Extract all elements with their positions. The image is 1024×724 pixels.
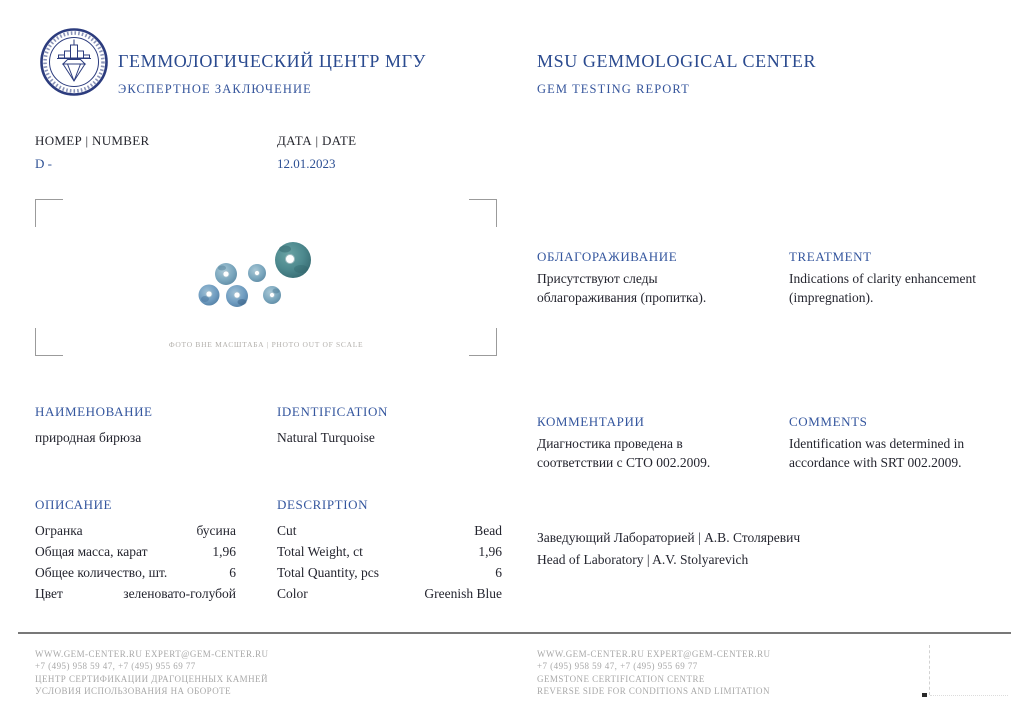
identification-heading-ru: НАИМЕНОВАНИЕ — [35, 404, 153, 419]
signature-line-ru: Заведующий Лабораторией | А.В. Столяреви… — [537, 530, 801, 545]
print-registration-mark-dot — [922, 693, 927, 697]
print-registration-mark-horizontal — [930, 695, 1008, 696]
row-value: Bead — [474, 523, 502, 538]
row-label: Огранка — [35, 523, 83, 538]
table-row: Общая масса, карат 1,96 — [35, 541, 236, 562]
footer-line: ЦЕНТР СЕРТИФИКАЦИИ ДРАГОЦЕННЫХ КАМНЕЙ — [35, 673, 268, 684]
treatment-text-ru: Присутствуют следы облагораживания (проп… — [537, 271, 707, 305]
msu-building-glyph — [57, 39, 91, 59]
row-value: 1,96 — [212, 544, 236, 559]
table-row: Цвет зеленовато-голубой — [35, 583, 236, 604]
row-label: Цвет — [35, 586, 63, 601]
footer-line: GEMSTONE CERTIFICATION CENTRE — [537, 673, 705, 684]
org-title-en: MSU GEMMOLOGICAL CENTER — [537, 51, 817, 71]
crop-mark-top-right — [469, 199, 497, 227]
crop-mark-bottom-left — [35, 328, 63, 356]
crop-mark-bottom-right — [469, 328, 497, 356]
table-row: Total Weight, ct 1,96 — [277, 541, 502, 562]
report-subtitle-en: GEM TESTING REPORT — [537, 82, 690, 96]
specimen-photo-frame: ФОТО ВНЕ МАСШТАБА | PHOTO OUT OF SCALE — [35, 199, 497, 356]
description-table-ru: Огранка бусина Общая масса, карат 1,96 О… — [35, 520, 236, 604]
org-title-ru: ГЕММОЛОГИЧЕСКИЙ ЦЕНТР МГУ — [118, 51, 426, 71]
identification-heading-en: IDENTIFICATION — [277, 404, 388, 419]
row-label: Cut — [277, 523, 297, 538]
footer-divider — [18, 632, 1011, 634]
table-row: Cut Bead — [277, 520, 502, 541]
row-value: 6 — [229, 565, 236, 580]
footer-contact-right: WWW.GEM-CENTER.RU EXPERT@GEM-CENTER.RU +… — [537, 648, 771, 698]
footer-line: УСЛОВИЯ ИСПОЛЬЗОВАНИЯ НА ОБОРОТЕ — [35, 686, 232, 697]
row-label: Общая масса, карат — [35, 544, 148, 559]
number-value: D - — [35, 156, 52, 171]
comments-heading-ru: КОММЕНТАРИИ — [537, 414, 645, 429]
footer-line: +7 (495) 958 59 47, +7 (495) 955 69 77 — [35, 661, 196, 672]
table-row: Огранка бусина — [35, 520, 236, 541]
table-row: Total Quantity, pcs 6 — [277, 562, 502, 583]
seal-icon — [40, 28, 108, 96]
row-label: Color — [277, 586, 308, 601]
footer-line: WWW.GEM-CENTER.RU EXPERT@GEM-CENTER.RU — [537, 649, 771, 659]
description-heading-en: DESCRIPTION — [277, 497, 369, 512]
comments-text-ru: Диагностика проведена в соответствии с С… — [537, 436, 711, 470]
msu-gem-center-seal-logo — [39, 26, 109, 98]
treatment-text-en: Indications of clarity enhancement (impr… — [789, 271, 977, 305]
table-row: Общее количество, шт. 6 — [35, 562, 236, 583]
description-heading-ru: ОПИСАНИЕ — [35, 497, 113, 512]
print-registration-mark-vertical — [929, 645, 930, 695]
footer-contact-left: WWW.GEM-CENTER.RU EXPERT@GEM-CENTER.RU +… — [35, 648, 269, 698]
diamond-glyph — [61, 59, 87, 82]
row-label: Total Weight, ct — [277, 544, 363, 559]
table-row: Color Greenish Blue — [277, 583, 502, 604]
comments-text-en: Identification was determined in accorda… — [789, 436, 965, 470]
treatment-heading-ru: ОБЛАГОРАЖИВАНИЕ — [537, 249, 678, 264]
row-value: Greenish Blue — [424, 586, 502, 601]
row-value: бусина — [196, 523, 236, 538]
identification-value-ru: природная бирюза — [35, 430, 142, 445]
row-label: Total Quantity, pcs — [277, 565, 380, 580]
signature-line-en: Head of Laboratory | A.V. Stolyarevich — [537, 552, 749, 567]
identification-value-en: Natural Turquoise — [277, 430, 375, 445]
comments-heading-en: COMMENTS — [789, 414, 868, 429]
description-table-en: Cut Bead Total Weight, ct 1,96 Total Qua… — [277, 520, 502, 604]
report-subtitle-ru: ЭКСПЕРТНОЕ ЗАКЛЮЧЕНИЕ — [118, 82, 312, 96]
row-label: Общее количество, шт. — [35, 565, 168, 580]
row-value: зеленовато-голубой — [123, 586, 236, 601]
date-value: 12.01.2023 — [277, 156, 336, 171]
footer-line: WWW.GEM-CENTER.RU EXPERT@GEM-CENTER.RU — [35, 649, 269, 659]
treatment-heading-en: TREATMENT — [789, 249, 872, 264]
photo-caption: ФОТО ВНЕ МАСШТАБА | PHOTO OUT OF SCALE — [168, 340, 364, 349]
crop-mark-top-left — [35, 199, 63, 227]
row-value: 6 — [495, 565, 502, 580]
footer-line: +7 (495) 958 59 47, +7 (495) 955 69 77 — [537, 661, 698, 672]
turquoise-beads-photo — [198, 242, 311, 307]
row-value: 1,96 — [478, 544, 502, 559]
footer-line: REVERSE SIDE FOR CONDITIONS AND LIMITATI… — [537, 686, 770, 697]
date-label: ДАТА | DATE — [277, 133, 357, 148]
number-label: НОМЕР | NUMBER — [35, 133, 150, 148]
